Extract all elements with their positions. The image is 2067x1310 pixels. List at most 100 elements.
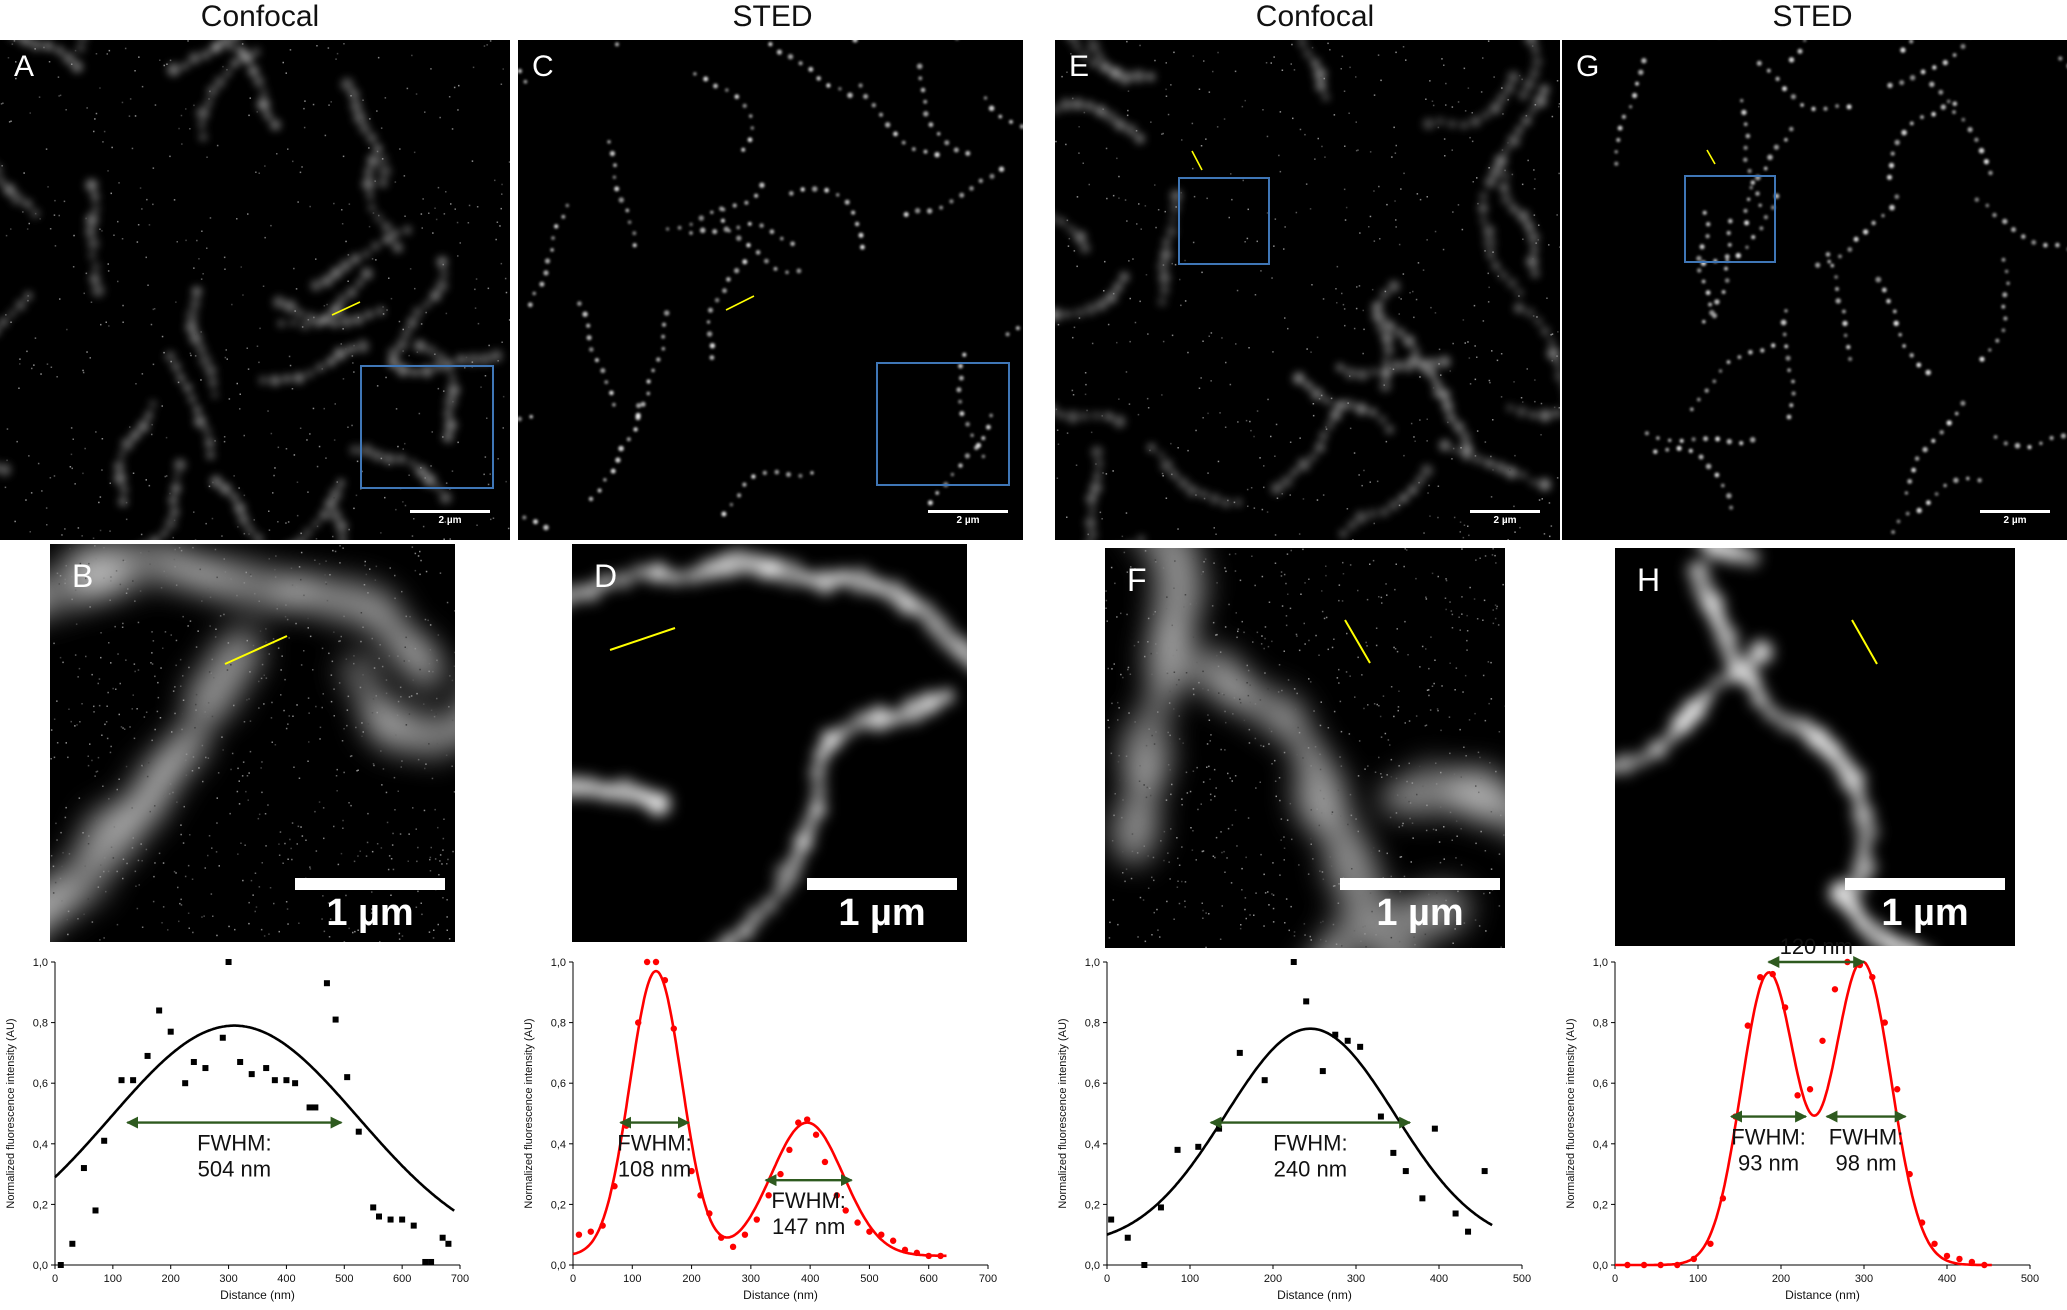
scalebar-label-b: 1 µm [285, 892, 455, 935]
data-point [1303, 998, 1309, 1004]
y-tick-label: 0,0 [551, 1260, 566, 1272]
roi-box-e [1178, 177, 1270, 265]
x-tick-label: 200 [682, 1273, 700, 1285]
data-point [422, 1259, 428, 1265]
data-point [1869, 974, 1875, 980]
data-point [1419, 1195, 1425, 1201]
data-point [130, 1077, 136, 1083]
y-tick-label: 1,0 [551, 957, 566, 969]
data-point [1141, 1262, 1147, 1268]
micrograph-e-image [1055, 40, 1560, 540]
data-point [937, 1253, 943, 1259]
y-tick-label: 0,2 [1593, 1199, 1608, 1211]
data-point [307, 1104, 313, 1110]
y-tick-label: 0,2 [551, 1199, 566, 1211]
data-point [878, 1232, 884, 1238]
data-point [1969, 1259, 1975, 1265]
data-point [588, 1228, 594, 1234]
data-point [804, 1116, 810, 1122]
data-point [81, 1165, 87, 1171]
y-tick-label: 0,4 [33, 1139, 48, 1151]
y-tick-label: 0,8 [551, 1018, 566, 1030]
column-title-confocal-1: Confocal [0, 0, 520, 40]
scalebar-f [1340, 878, 1500, 890]
data-point [1624, 1262, 1630, 1268]
x-tick-label: 200 [162, 1273, 180, 1285]
data-point [1390, 1150, 1396, 1156]
data-point [1691, 1256, 1697, 1262]
data-point [1832, 986, 1838, 992]
data-point [902, 1247, 908, 1253]
data-point [1320, 1068, 1326, 1074]
column-title-confocal-2: Confocal [1055, 0, 1575, 40]
data-point [1882, 1019, 1888, 1025]
data-point [1894, 1086, 1900, 1092]
line-profile-marker [1707, 150, 1715, 164]
data-point [440, 1235, 446, 1241]
roi-box-c [876, 362, 1010, 486]
data-point [822, 1159, 828, 1165]
micrograph-a: A 2 µm [0, 40, 510, 540]
micrograph-g: G 2 µm [1562, 40, 2067, 540]
fwhm-value: 504 nm [198, 1157, 271, 1182]
data-point [93, 1207, 99, 1213]
line-profile-marker [1192, 151, 1202, 170]
data-point [220, 1035, 226, 1041]
data-point [1931, 1241, 1937, 1247]
data-point [1919, 1219, 1925, 1225]
scalebar-b [295, 878, 445, 890]
x-tick-label: 200 [1264, 1273, 1282, 1285]
fwhm-value: 240 nm [1274, 1157, 1347, 1182]
x-tick-label: 200 [1772, 1273, 1790, 1285]
data-point [168, 1029, 174, 1035]
data-point [1125, 1235, 1131, 1241]
data-point [283, 1077, 289, 1083]
data-point [1108, 1217, 1114, 1223]
roi-box-g [1684, 175, 1776, 263]
data-point [182, 1080, 188, 1086]
data-point [718, 1235, 724, 1241]
data-point [706, 1210, 712, 1216]
zoom-f: F 1 µm [1105, 548, 1505, 948]
data-point [1641, 1262, 1647, 1268]
data-point [263, 1065, 269, 1071]
y-tick-label: 0,8 [33, 1018, 48, 1030]
scalebar-label-d: 1 µm [797, 892, 967, 935]
x-tick-label: 400 [277, 1273, 295, 1285]
y-tick-label: 0,6 [1085, 1078, 1100, 1090]
panel-letter-e: E [1069, 50, 1089, 84]
data-point [730, 1244, 736, 1250]
column-title-sted-2: STED [1560, 0, 2065, 40]
fit-curve [1615, 962, 1992, 1265]
data-point [388, 1217, 394, 1223]
data-point [1378, 1114, 1384, 1120]
data-point [1770, 971, 1776, 977]
scalebar-h [1845, 878, 2005, 890]
data-point [1819, 1038, 1825, 1044]
data-point [356, 1129, 362, 1135]
data-point [1453, 1210, 1459, 1216]
data-point [428, 1259, 434, 1265]
fwhm-label: FWHM: [197, 1131, 272, 1156]
y-axis-label: Normalized fluorescence intensity (AU) [1565, 1018, 1577, 1208]
data-point [611, 1183, 617, 1189]
data-point [926, 1253, 932, 1259]
x-tick-label: 400 [1938, 1273, 1956, 1285]
x-tick-label: 500 [335, 1273, 353, 1285]
data-point [662, 977, 668, 983]
x-tick-label: 500 [2021, 1273, 2039, 1285]
data-point [1332, 1032, 1338, 1038]
x-tick-label: 300 [1855, 1273, 1873, 1285]
x-tick-label: 700 [451, 1273, 469, 1285]
panel-letter-b: B [72, 558, 93, 595]
y-tick-label: 0,6 [33, 1078, 48, 1090]
x-tick-label: 100 [623, 1273, 641, 1285]
micrograph-c: C 2 µm [518, 40, 1023, 540]
x-tick-label: 100 [1689, 1273, 1707, 1285]
fwhm-value: 108 nm [618, 1157, 691, 1182]
x-tick-label: 0 [1104, 1273, 1110, 1285]
panel-letter-f: F [1127, 562, 1147, 599]
